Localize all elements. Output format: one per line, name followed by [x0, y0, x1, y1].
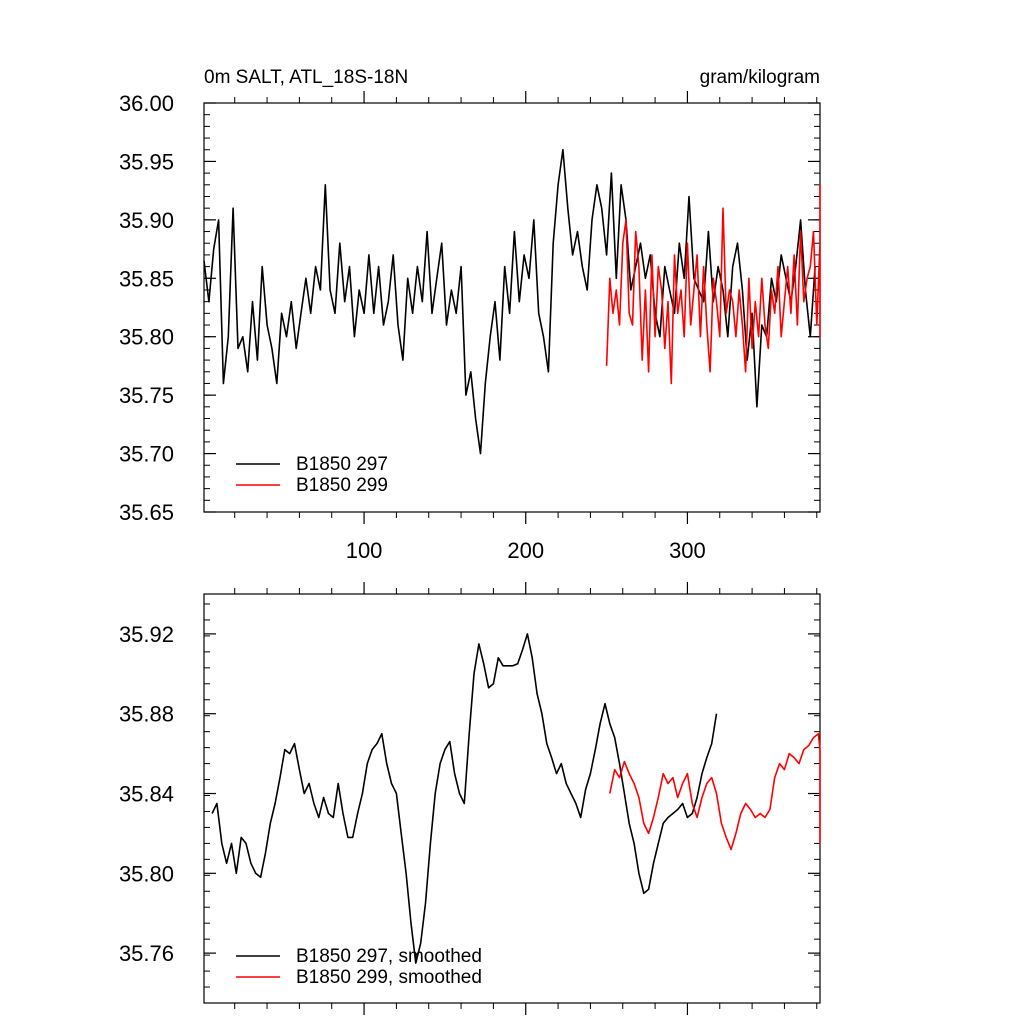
- x-tick-label: 200: [507, 538, 544, 563]
- y-tick-label: 35.90: [119, 208, 174, 233]
- series-line-b1850-297: [211, 633, 718, 964]
- series-line-b1850-299: [605, 184, 821, 385]
- top-series-group: [203, 148, 821, 455]
- y-tick-label: 36.00: [119, 91, 174, 116]
- top-panel: 0m SALT, ATL_18S-18N gram/kilogram 35.65…: [119, 67, 821, 563]
- y-tick-label: 35.75: [119, 383, 174, 408]
- y-tick-label: 35.65: [119, 500, 174, 525]
- top-title-left: 0m SALT, ATL_18S-18N: [204, 67, 408, 88]
- y-tick-label: 35.76: [119, 941, 174, 966]
- bottom-plot-frame: [203, 593, 821, 1004]
- legend-label: B1850 297: [296, 454, 388, 475]
- series-line-b1850-297: [203, 148, 816, 455]
- bottom-panel: 35.76 35.80 35.84 35.88 35.92 B1850 297, smo…: [119, 582, 821, 1015]
- bottom-series-group: [211, 633, 821, 964]
- y-tick-label: 35.88: [119, 702, 174, 727]
- top-axis-ticks: 35.65 35.70 35.75 35.80 35.85 35.90 35.95 36.00…: [119, 91, 820, 563]
- legend-label: B1850 297, smoothed: [296, 946, 482, 967]
- y-tick-label: 35.80: [119, 325, 174, 350]
- y-tick-label: 35.70: [119, 442, 174, 467]
- x-tick-label: 100: [346, 538, 383, 563]
- legend-label: B1850 299, smoothed: [296, 967, 482, 988]
- y-tick-label: 35.85: [119, 266, 174, 291]
- y-tick-label: 35.84: [119, 782, 174, 807]
- y-tick-label: 35.92: [119, 622, 174, 647]
- legend-label: B1850 299: [296, 475, 388, 496]
- y-tick-label: 35.95: [119, 149, 174, 174]
- series-line-b1850-299: [609, 732, 821, 851]
- x-tick-label: 300: [669, 538, 706, 563]
- top-title-right: gram/kilogram: [700, 67, 820, 88]
- bottom-axis-ticks: 35.76 35.80 35.84 35.88 35.92: [119, 582, 820, 1015]
- y-tick-label: 35.80: [119, 861, 174, 886]
